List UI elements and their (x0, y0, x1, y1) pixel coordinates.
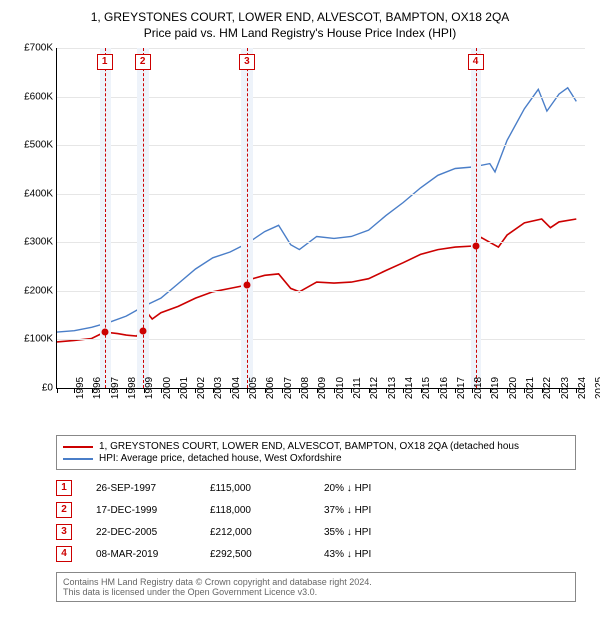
price-chart: £0£100K£200K£300K£400K£500K£600K£700K199… (56, 48, 585, 389)
table-row: 1 26-SEP-1997 £115,000 20% ↓ HPI (56, 480, 592, 496)
series-hpi (57, 88, 576, 332)
row-delta: 20% ↓ HPI (324, 483, 414, 494)
y-axis-label: £300K (24, 237, 57, 248)
row-marker: 1 (56, 480, 72, 496)
table-row: 3 22-DEC-2005 £212,000 35% ↓ HPI (56, 524, 592, 540)
row-price: £115,000 (210, 483, 300, 494)
row-price: £292,500 (210, 549, 300, 560)
y-axis-label: £700K (24, 43, 57, 54)
row-marker: 4 (56, 546, 72, 562)
footer-line-1: Contains HM Land Registry data © Crown c… (63, 577, 569, 587)
sale-marker: 3 (239, 54, 255, 70)
row-date: 17-DEC-1999 (96, 505, 186, 516)
sale-point (472, 242, 479, 249)
legend-item: 1, GREYSTONES COURT, LOWER END, ALVESCOT… (63, 441, 569, 452)
y-axis-label: £0 (42, 383, 57, 394)
table-row: 4 08-MAR-2019 £292,500 43% ↓ HPI (56, 546, 592, 562)
sale-vline (143, 48, 144, 388)
sale-vline (476, 48, 477, 388)
row-delta: 43% ↓ HPI (324, 549, 414, 560)
row-marker: 2 (56, 502, 72, 518)
y-axis-label: £100K (24, 334, 57, 345)
sales-table: 1 26-SEP-1997 £115,000 20% ↓ HPI 2 17-DEC-199… (56, 480, 592, 562)
sale-marker: 4 (468, 54, 484, 70)
x-axis-label: 2025 (576, 377, 600, 399)
legend-swatch (63, 458, 93, 460)
legend-label: HPI: Average price, detached house, West… (99, 453, 342, 464)
row-date: 08-MAR-2019 (96, 549, 186, 560)
y-axis-label: £500K (24, 140, 57, 151)
row-delta: 35% ↓ HPI (324, 527, 414, 538)
series-price_paid (57, 219, 576, 342)
row-price: £118,000 (210, 505, 300, 516)
sale-marker: 1 (97, 54, 113, 70)
legend-item: HPI: Average price, detached house, West… (63, 453, 569, 464)
y-axis-label: £400K (24, 188, 57, 199)
sale-vline (247, 48, 248, 388)
legend-swatch (63, 446, 93, 448)
footer-line-2: This data is licensed under the Open Gov… (63, 587, 569, 597)
legend-label: 1, GREYSTONES COURT, LOWER END, ALVESCOT… (99, 441, 519, 452)
row-delta: 37% ↓ HPI (324, 505, 414, 516)
y-axis-label: £600K (24, 91, 57, 102)
sale-vline (105, 48, 106, 388)
sale-point (243, 282, 250, 289)
y-axis-label: £200K (24, 285, 57, 296)
row-date: 26-SEP-1997 (96, 483, 186, 494)
attribution-footer: Contains HM Land Registry data © Crown c… (56, 572, 576, 602)
sale-point (101, 329, 108, 336)
table-row: 2 17-DEC-1999 £118,000 37% ↓ HPI (56, 502, 592, 518)
title-line-2: Price paid vs. HM Land Registry's House … (8, 26, 592, 40)
row-marker: 3 (56, 524, 72, 540)
chart-title-block: 1, GREYSTONES COURT, LOWER END, ALVESCOT… (8, 10, 592, 40)
title-line-1: 1, GREYSTONES COURT, LOWER END, ALVESCOT… (8, 10, 592, 24)
row-price: £212,000 (210, 527, 300, 538)
legend: 1, GREYSTONES COURT, LOWER END, ALVESCOT… (56, 435, 576, 470)
sale-point (139, 327, 146, 334)
sale-marker: 2 (135, 54, 151, 70)
row-date: 22-DEC-2005 (96, 527, 186, 538)
